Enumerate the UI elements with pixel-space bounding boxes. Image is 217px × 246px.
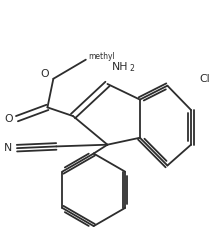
Text: NH: NH xyxy=(112,62,128,72)
Text: O: O xyxy=(40,69,49,79)
Text: 2: 2 xyxy=(130,64,135,73)
Text: O: O xyxy=(4,114,13,124)
Text: N: N xyxy=(3,143,12,153)
Text: methyl: methyl xyxy=(88,52,115,61)
Text: Cl: Cl xyxy=(199,74,210,84)
